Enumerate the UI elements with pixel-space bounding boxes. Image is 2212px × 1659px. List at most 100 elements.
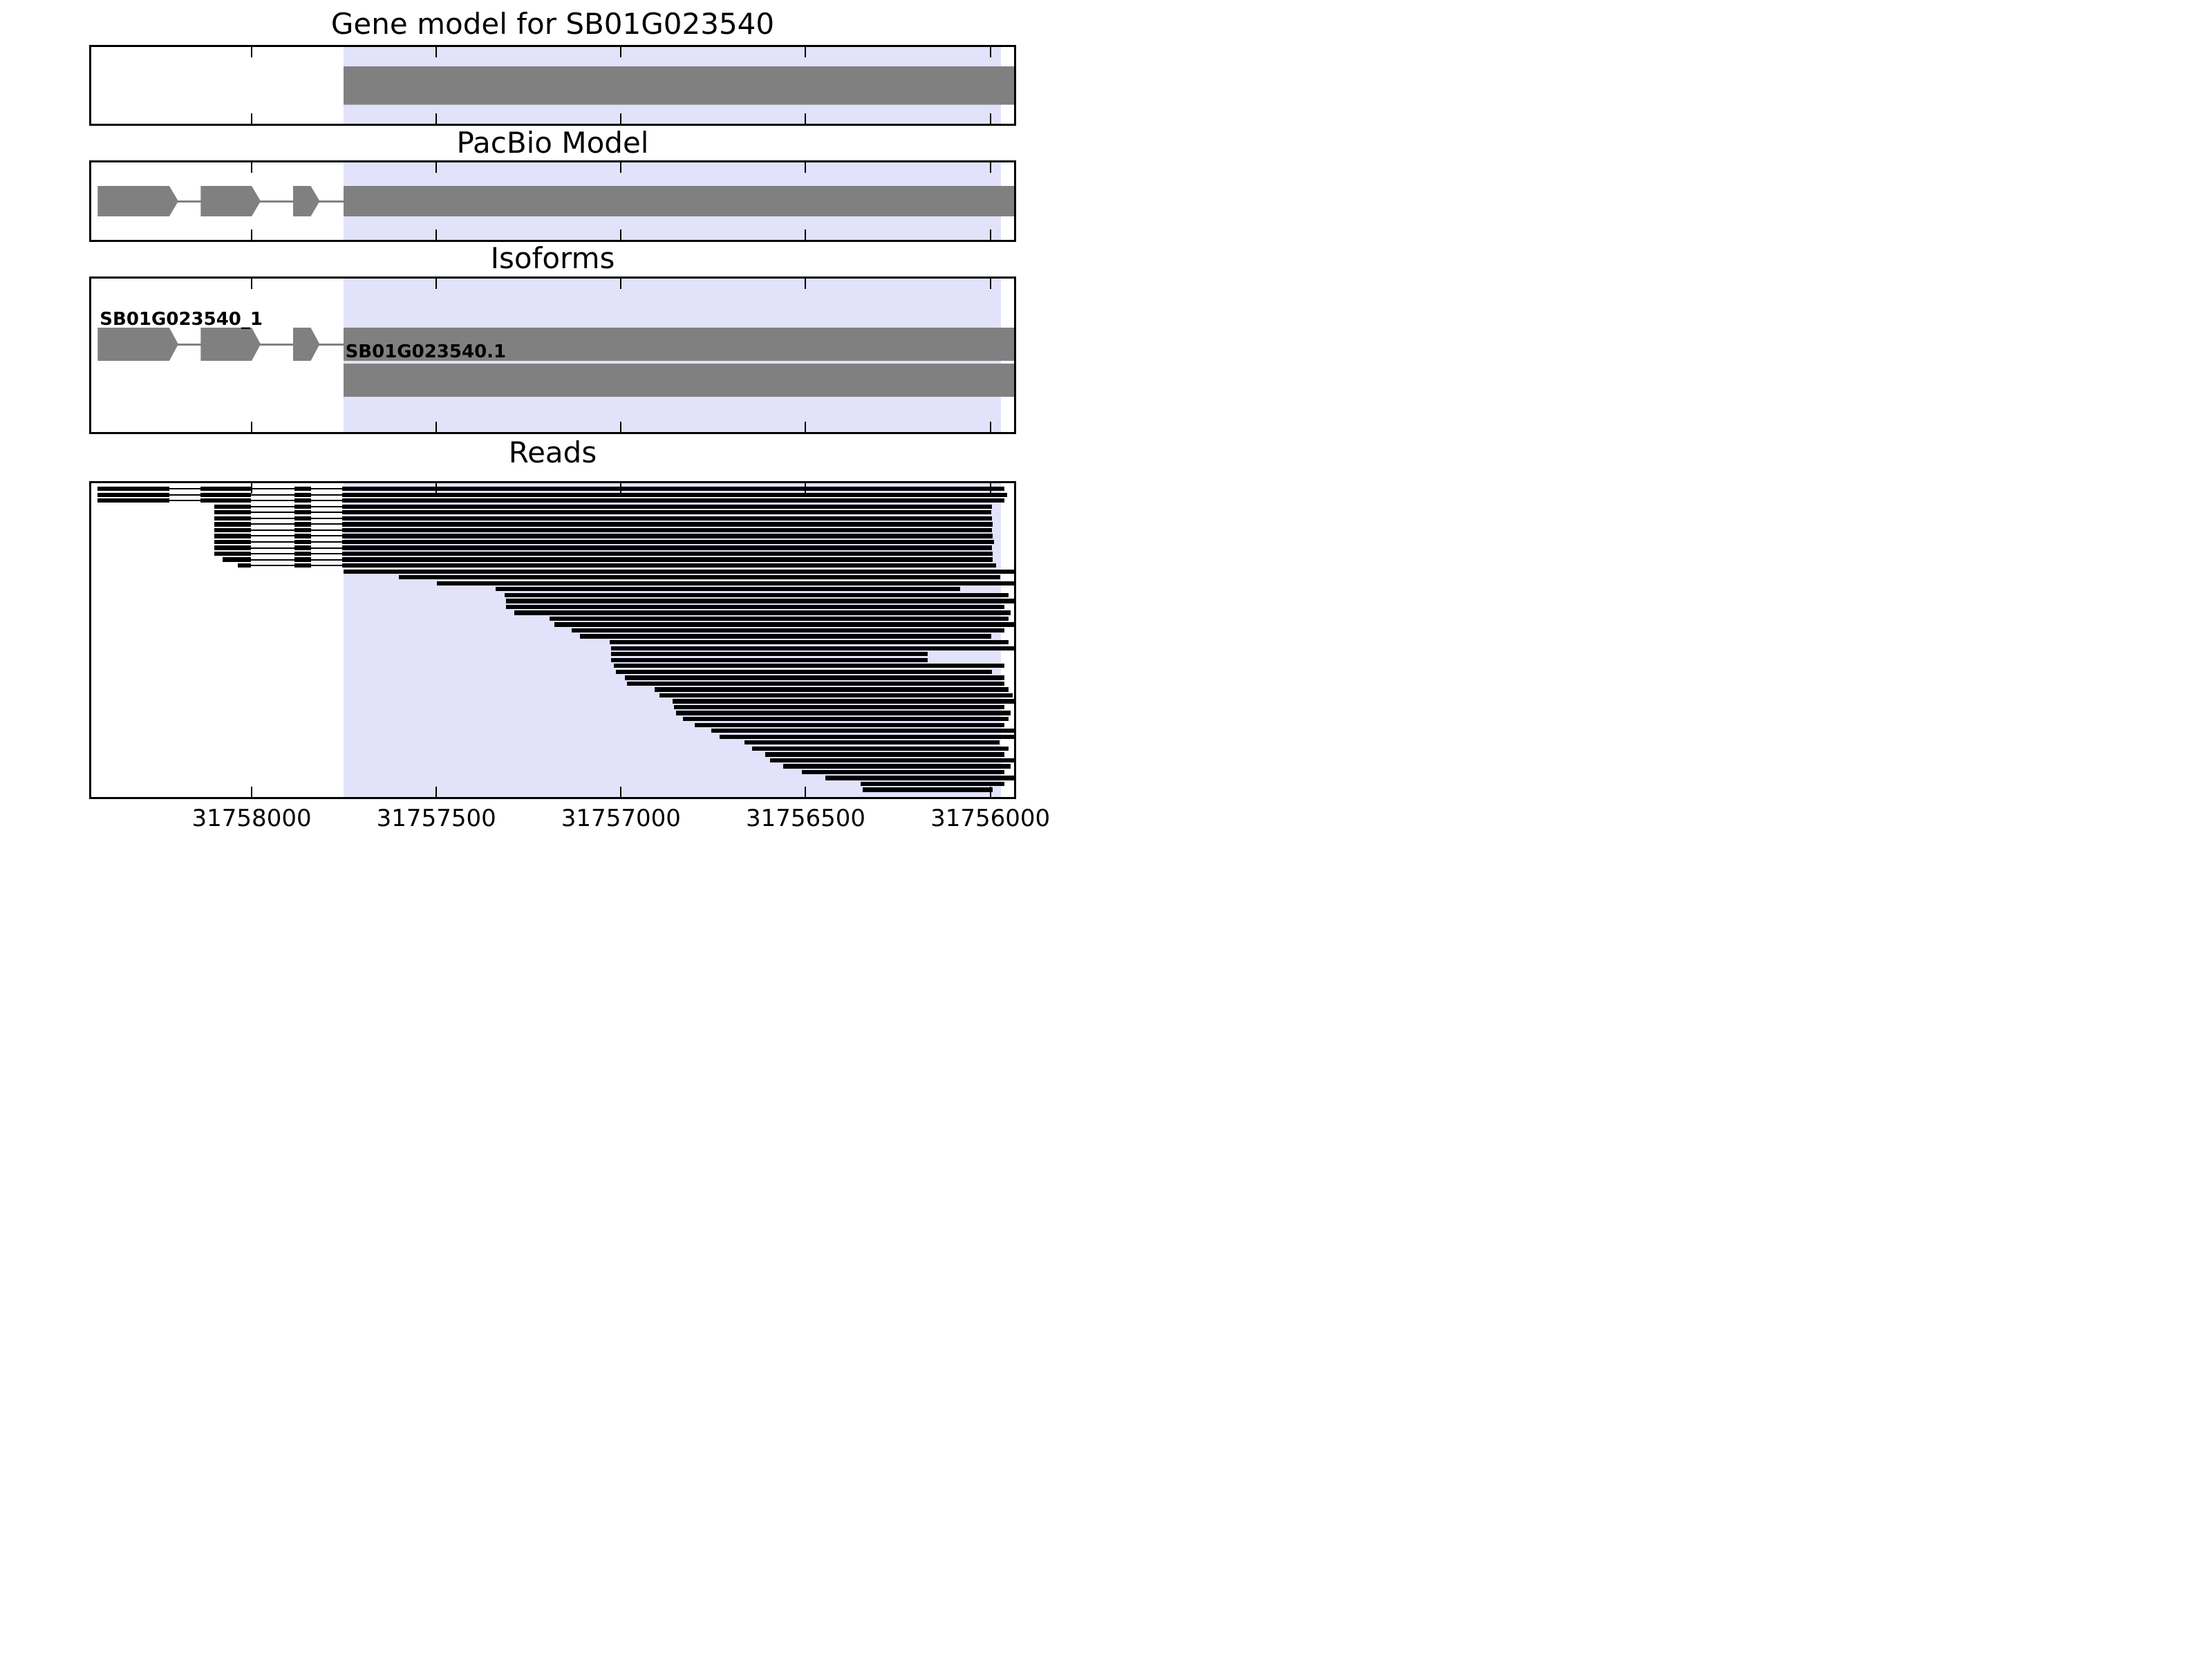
- read-row: [200, 498, 251, 503]
- read-row: [673, 704, 1005, 710]
- isoform-exon: [344, 328, 1016, 361]
- read-row: [610, 652, 928, 657]
- tick-mark: [805, 483, 807, 494]
- read-row: [341, 545, 993, 550]
- read-row: [294, 504, 311, 509]
- read-row: [200, 492, 251, 497]
- read-row: [294, 545, 311, 550]
- read-row: [97, 487, 169, 491]
- isoform-label: SB01G023540.1: [345, 341, 507, 362]
- read-row: [610, 640, 1009, 645]
- read-row: [294, 551, 311, 556]
- read-row: [214, 527, 251, 533]
- read-row: [343, 569, 1014, 574]
- tick-mark: [435, 47, 438, 57]
- isoform-exon: [97, 328, 178, 361]
- read-row: [294, 534, 311, 538]
- read-row: [214, 551, 251, 556]
- read-row: [341, 527, 993, 533]
- read-row: [214, 504, 251, 509]
- tick-mark: [620, 422, 622, 432]
- read-row: [237, 563, 251, 568]
- read-row: [294, 510, 311, 515]
- read-row: [294, 557, 311, 562]
- read-row: [341, 522, 993, 527]
- tick-mark: [620, 279, 622, 289]
- tick-mark: [435, 483, 438, 494]
- read-row: [825, 776, 1014, 780]
- read-row: [550, 616, 1009, 621]
- figure: Gene model for SB01G023540 PacBio Model …: [0, 0, 1106, 830]
- read-row: [398, 575, 1001, 580]
- read-row: [97, 498, 169, 503]
- x-tick-label: 31756000: [930, 805, 1051, 830]
- read-row: [341, 510, 992, 515]
- read-row: [626, 681, 1005, 686]
- tick-mark: [251, 162, 253, 173]
- read-intron-line: [169, 494, 342, 496]
- panel-title-reads: Reads: [508, 435, 597, 469]
- read-row: [294, 563, 311, 568]
- read-row: [514, 610, 1011, 615]
- panel-pacbio-model: [89, 160, 1016, 242]
- tick-mark: [989, 113, 991, 124]
- read-row: [341, 516, 993, 521]
- tick-mark: [805, 229, 807, 240]
- panel-isoforms: SB01G023540_1 SB01G023540.1: [89, 276, 1016, 434]
- read-row: [495, 587, 960, 592]
- tick-mark: [435, 279, 438, 289]
- tick-mark: [805, 162, 807, 173]
- panel-title-gene-model: Gene model for SB01G023540: [330, 7, 775, 41]
- read-row: [673, 699, 1014, 704]
- read-row: [659, 693, 1013, 698]
- tick-mark: [805, 422, 807, 432]
- read-row: [294, 522, 311, 527]
- tick-mark: [989, 787, 991, 797]
- pacbio-exon: [200, 186, 261, 216]
- tick-mark: [989, 422, 991, 432]
- read-row: [744, 740, 1000, 745]
- read-row: [436, 581, 1014, 585]
- read-row: [752, 746, 1009, 751]
- read-row: [341, 539, 994, 545]
- x-tick-label: 31757500: [376, 805, 496, 830]
- tick-mark: [989, 279, 991, 289]
- panel-title-pacbio: PacBio Model: [456, 126, 649, 160]
- read-row: [505, 599, 1014, 603]
- tick-mark: [989, 47, 991, 57]
- read-row: [769, 758, 1014, 763]
- gene-arrow: [344, 66, 1016, 105]
- read-row: [554, 622, 1014, 627]
- read-row: [200, 487, 251, 491]
- panel-gene-model: [89, 45, 1016, 126]
- read-row: [223, 557, 251, 562]
- read-row: [214, 534, 251, 538]
- pacbio-exon: [97, 186, 178, 216]
- read-row: [341, 487, 1005, 491]
- read-row: [214, 510, 251, 515]
- read-row: [614, 664, 1005, 668]
- tick-mark: [989, 162, 991, 173]
- tick-mark: [251, 113, 253, 124]
- read-row: [214, 522, 251, 527]
- read-row: [341, 551, 993, 556]
- read-row: [863, 787, 993, 792]
- read-row: [341, 492, 1007, 497]
- read-row: [341, 498, 1005, 503]
- read-row: [719, 734, 1014, 739]
- panel-reads: [89, 481, 1016, 799]
- read-row: [341, 563, 996, 568]
- tick-mark: [620, 47, 622, 57]
- read-intron-line: [169, 500, 342, 502]
- tick-mark: [251, 47, 253, 57]
- read-row: [341, 534, 993, 538]
- read-row: [616, 669, 993, 675]
- read-row: [860, 781, 1005, 787]
- read-row: [341, 557, 993, 562]
- isoform-label: SB01G023540_1: [100, 309, 263, 330]
- read-row: [504, 592, 1009, 598]
- read-row: [571, 628, 1005, 633]
- tick-mark: [989, 483, 991, 494]
- tick-mark: [435, 422, 438, 432]
- tick-mark: [251, 422, 253, 432]
